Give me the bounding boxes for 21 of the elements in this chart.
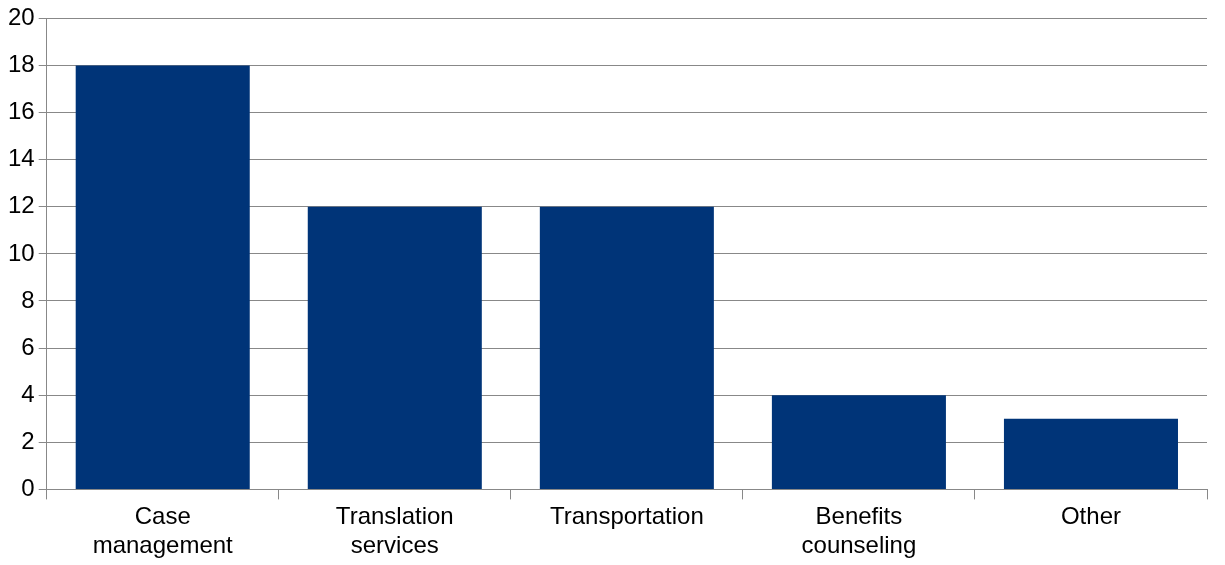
y-tick-label: 8 <box>21 285 35 313</box>
y-tick-label: 16 <box>7 97 35 125</box>
y-tick-label: 12 <box>7 191 35 219</box>
y-tick-label: 10 <box>7 238 35 266</box>
y-tick-label: 0 <box>21 474 35 502</box>
x-tick-label: Case management <box>92 502 234 559</box>
x-tick-label: Translation services <box>335 502 454 559</box>
x-tick-label: Transportation <box>549 502 704 530</box>
y-tick-label: 6 <box>21 332 35 360</box>
y-tick-label: 14 <box>7 144 35 172</box>
bar <box>75 65 250 489</box>
y-tick-label: 18 <box>7 50 35 78</box>
x-tick-label: Benefits counseling <box>801 502 917 559</box>
y-tick-label: 2 <box>21 426 35 454</box>
bar <box>1003 418 1178 489</box>
bar <box>771 395 946 489</box>
bar <box>307 206 482 489</box>
bar <box>539 206 714 489</box>
x-tick-label: Other <box>1060 502 1121 530</box>
y-tick-label: 20 <box>7 3 35 31</box>
y-tick-label: 4 <box>21 379 35 407</box>
